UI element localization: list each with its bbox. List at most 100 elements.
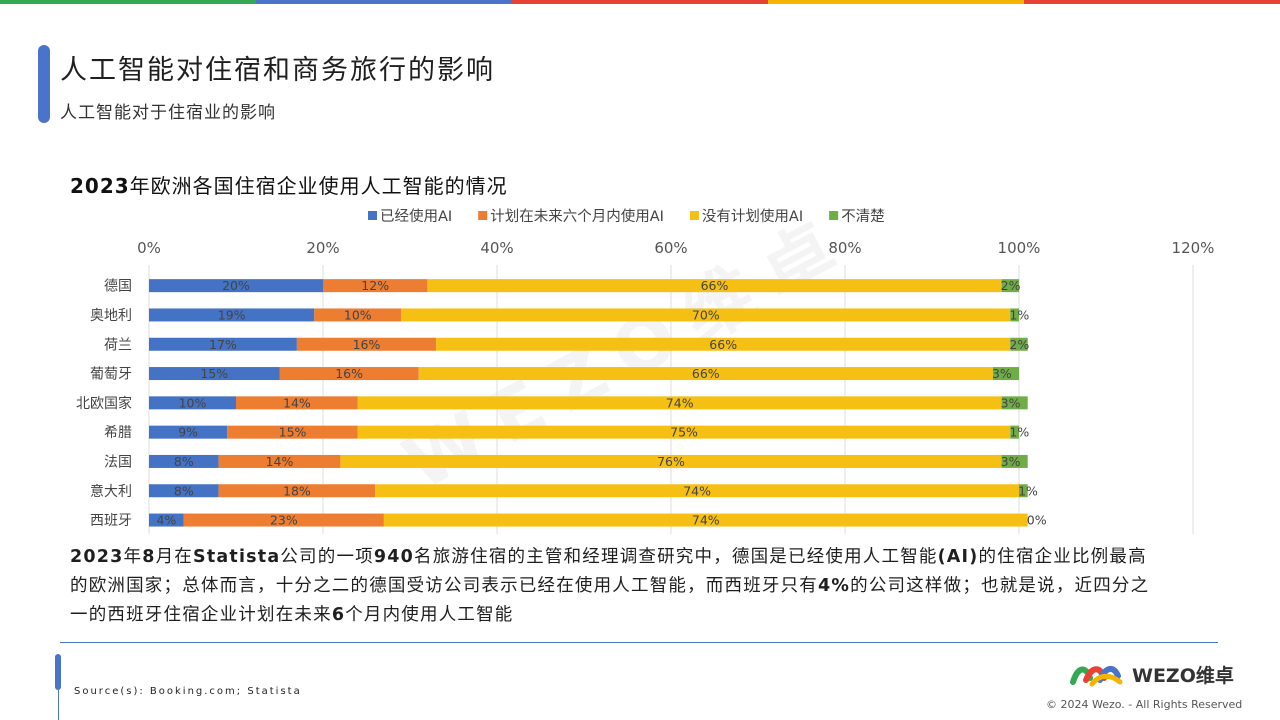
bar-segment	[357, 396, 1002, 410]
bar-data-label: 3%	[1001, 454, 1021, 469]
body-bold: 940	[373, 547, 414, 567]
bar-segment	[149, 396, 236, 410]
title-accent-bar	[38, 45, 50, 123]
legend-swatch	[478, 211, 488, 220]
bar-segment	[149, 454, 219, 468]
bar-data-label: 1%	[1018, 483, 1038, 498]
copyright: © 2024 Wezo. - All Rights Reserved	[1046, 698, 1243, 711]
footer-divider	[60, 642, 1218, 643]
body-bold: Statista	[193, 547, 281, 567]
chart-title: 2023年欧洲各国住宿企业使用人工智能的情况	[70, 170, 508, 199]
bar-data-label: 16%	[353, 337, 381, 352]
bar-data-label: 16%	[335, 366, 363, 381]
bar-segment	[149, 425, 228, 439]
bar-segment	[149, 279, 323, 293]
body-text: 月在	[155, 547, 194, 567]
bar-segment	[1001, 396, 1028, 410]
bar-data-label: 66%	[692, 366, 720, 381]
bar-segment	[1001, 279, 1019, 293]
bar-data-label: 1%	[1009, 307, 1029, 322]
bar-segment	[1010, 425, 1019, 439]
bar-segment	[427, 279, 1002, 293]
bar-data-label: 3%	[992, 366, 1012, 381]
bar-data-label: 23%	[270, 513, 298, 528]
bar-data-label: 2%	[1009, 337, 1029, 352]
legend-swatch	[368, 211, 377, 220]
bar-data-label: 75%	[670, 425, 698, 440]
bar-segment	[149, 367, 280, 381]
bar-data-label: 70%	[692, 307, 720, 322]
body-bold: 8	[142, 547, 156, 567]
body-text: 名旅游住宿的主管和经理调查研究中，德国是已经使用人工智能	[414, 547, 938, 567]
body-text: 的住宿企业比例最高的欧洲国家；总体而言，十分之二的德国受访公司表示已经在使用人工…	[70, 547, 1147, 596]
top-bar-segment	[768, 0, 1024, 4]
bar-segment	[418, 367, 993, 381]
page-title: 人工智能对住宿和商务旅行的影响	[60, 55, 495, 86]
page-subtitle: 人工智能对于住宿业的影响	[60, 103, 276, 123]
body-bold: 4%	[818, 576, 851, 596]
bar-data-label: 3%	[1001, 395, 1021, 410]
legend-label: 计划在未来六个月内使用AI	[490, 208, 664, 225]
y-category-label: 法国	[104, 454, 132, 470]
source-accent-line	[58, 690, 59, 720]
bar-segment	[1019, 484, 1028, 498]
bar-data-label: 14%	[266, 454, 294, 469]
bar-segment	[149, 513, 184, 527]
bar-segment	[218, 454, 341, 468]
body-text: 年	[123, 547, 143, 567]
bar-segment	[218, 484, 376, 498]
bar-segment	[383, 513, 1028, 527]
top-bar-segment	[256, 0, 512, 4]
body-text: 公司的一项	[280, 547, 374, 567]
bar-data-label: 66%	[709, 337, 737, 352]
bar-segment	[149, 308, 315, 322]
legend-swatch	[829, 211, 839, 220]
bar-data-label: 8%	[174, 454, 194, 469]
y-category-label: 荷兰	[104, 337, 132, 353]
bar-segment	[149, 484, 219, 498]
x-tick-label: 60%	[654, 239, 687, 257]
body-text: 个月内使用人工智能	[345, 605, 514, 625]
bar-data-label: 4%	[156, 513, 176, 528]
bar-data-label: 66%	[701, 278, 729, 293]
bar-data-label: 0%	[1027, 513, 1047, 528]
bar-data-label: 1%	[1009, 425, 1029, 440]
top-bar-segment	[1024, 0, 1280, 4]
bar-data-label: 15%	[200, 366, 228, 381]
body-text: 的公司这样做；也就是说，近四分之一的西班牙住宿企业计划在未来	[70, 576, 1150, 625]
x-tick-label: 120%	[1172, 239, 1215, 257]
bar-segment	[1001, 454, 1028, 468]
bar-segment	[1010, 337, 1028, 351]
top-bar-segment	[512, 0, 768, 4]
top-bar-segment	[0, 0, 256, 4]
x-tick-label: 80%	[828, 239, 861, 257]
bar-data-label: 74%	[692, 513, 720, 528]
wezo-logo-icon	[1070, 665, 1123, 686]
x-tick-label: 100%	[998, 239, 1041, 257]
bar-data-label: 10%	[344, 307, 372, 322]
source-note: Source(s): Booking.com; Statista	[74, 686, 302, 697]
body-bold: 2023	[70, 547, 124, 567]
source-accent-bar	[55, 654, 61, 690]
bar-data-label: 17%	[209, 337, 237, 352]
x-tick-label: 40%	[480, 239, 513, 257]
bar-data-label: 14%	[283, 395, 311, 410]
legend-label: 不清楚	[841, 208, 885, 225]
wezo-logo: WEZO维卓	[1070, 661, 1234, 688]
body-paragraph: 2023年8月在Statista公司的一项940名旅游住宿的主管和经理调查研究中…	[70, 543, 1150, 630]
top-color-bar	[0, 0, 1280, 4]
chart-title-text: 年欧洲各国住宿企业使用人工智能的情况	[129, 174, 508, 198]
bar-data-label: 19%	[218, 307, 246, 322]
bar-data-label: 20%	[222, 278, 250, 293]
bar-segment	[375, 484, 1019, 498]
bar-data-label: 12%	[361, 278, 389, 293]
y-category-label: 北欧国家	[76, 395, 132, 412]
bar-data-label: 15%	[279, 425, 307, 440]
y-category-label: 葡萄牙	[90, 367, 132, 383]
bar-segment	[149, 337, 297, 351]
bar-data-label: 74%	[683, 483, 711, 498]
logo-text: WEZO维卓	[1132, 665, 1234, 687]
y-category-label: 奥地利	[90, 307, 132, 324]
y-category-label: 意大利	[90, 483, 132, 500]
